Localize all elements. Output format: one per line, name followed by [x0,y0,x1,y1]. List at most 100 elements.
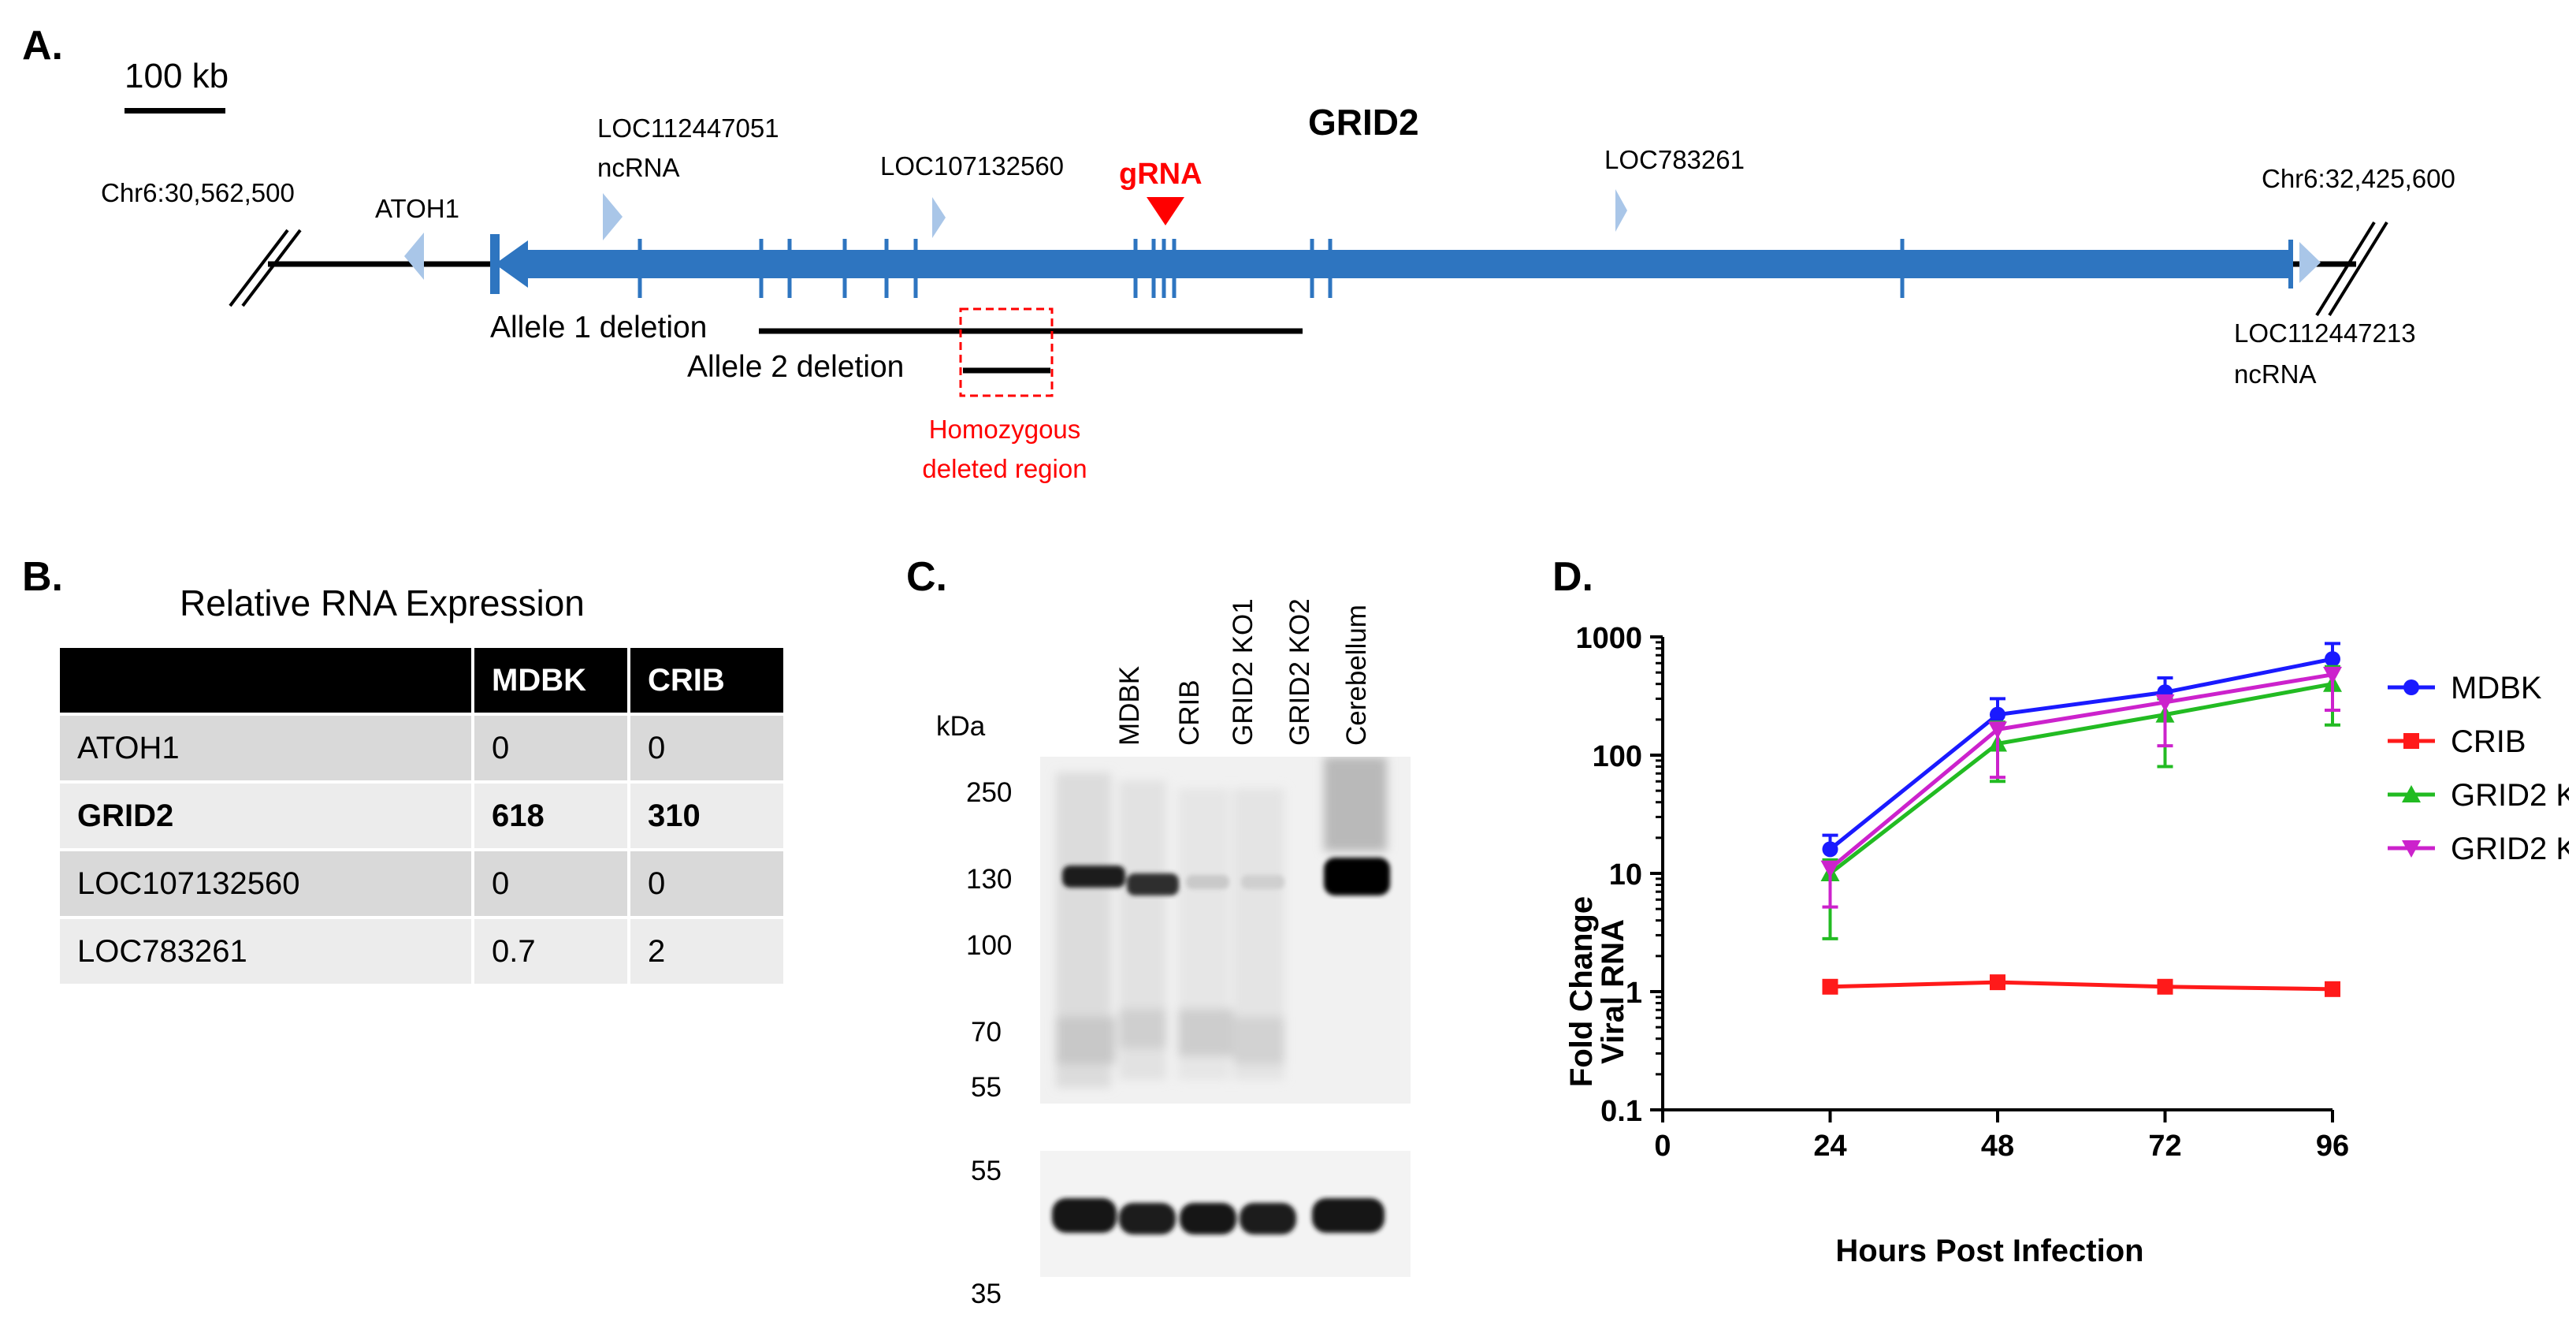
data-point-crib [2325,981,2340,997]
y-tick-label: 10 [1609,858,1642,892]
loading-band-4 [1240,1203,1296,1234]
loc112447051-arrow [603,193,623,240]
x-tick-label: 24 [1813,1130,1846,1163]
table-header-mdbk: MDBK [474,648,627,713]
table-cell: LOC107132560 [60,851,471,916]
grid2-start-bar [490,234,500,294]
allele2-label: Allele 2 deletion [687,350,905,384]
y-tick-label: 1000 [1575,622,1642,655]
scale-bar-label: 100 kb [125,57,229,95]
legend-marker-mdbk [2403,679,2419,695]
loc107132560-label: LOC107132560 [880,151,1065,181]
gene-title: GRID2 [1308,102,1419,143]
homozygous-label-1: Homozygous [928,415,1081,444]
band-ko1-130 [1186,875,1229,889]
loading-band-3 [1180,1203,1236,1234]
grna-marker [1147,197,1184,225]
legend-marker-grid2-ko2 [2402,840,2421,858]
gene-map [229,189,2388,397]
table-cell: 0 [630,716,783,780]
table-cell: 310 [630,784,783,848]
series-line-grid2-ko2 [1828,672,2333,870]
marker-55-bottom: 55 [971,1156,1002,1186]
atoh1-label: ATOH1 [375,194,459,223]
x-tick-label: 72 [2148,1130,2181,1163]
legend-label-grid2-ko1: GRID2 KO1 [2451,778,2569,813]
left-coord-label: Chr6:30,562,500 [101,178,295,207]
kda-label: kDa [936,711,986,742]
atoh1-arrow [404,233,424,280]
y-axis-label-line-1: Fold Change [1564,896,1599,1087]
viral-rna-chart: 0.1 1 10 100 1000 0 24 48 72 96 MDBK CRIB GRID2 KO1… [1564,622,2569,1268]
y-axis-label-line-2: Viral RNA [1596,919,1630,1064]
grid2-end-bar [2288,240,2293,289]
y-tick-label: 100 [1593,740,1642,773]
loc112447213-arrow [2299,242,2321,283]
allele1-label: Allele 1 deletion [490,311,708,344]
data-point-grid2-ko2 [2323,666,2342,684]
band-cerebellum-130 [1324,858,1390,895]
table-header-gene [60,648,471,713]
table-cell: 618 [474,784,627,848]
loading-band-5 [1312,1198,1385,1233]
scale-bar [125,108,225,114]
loc112447051-type: ncRNA [597,153,680,182]
table-cell: 0 [474,716,627,780]
marker-250: 250 [966,777,1013,808]
legend-marker-grid2-ko1 [2402,785,2421,802]
right-coord-label: Chr6:32,425,600 [2262,164,2455,193]
lane-label-ko2: GRID2 KO2 [1284,598,1315,746]
table-cell: 2 [630,919,783,984]
loc112447213-label: LOC112447213 [2234,318,2416,348]
data-point-mdbk [1822,841,1838,858]
right-break-mark [2315,221,2388,317]
legend-marker-crib [2403,733,2419,749]
series-line-grid2-ko1 [1828,682,2333,875]
legend-label-mdbk: MDBK [2451,671,2542,705]
table-header-crib: CRIB [630,648,783,713]
table-cell: 0 [630,851,783,916]
data-point-crib [1990,974,2005,991]
loc783261-arrow [1615,189,1627,232]
table-cell: 0 [474,851,627,916]
marker-130: 130 [966,864,1013,895]
band-crib-130 [1127,873,1179,895]
series-line-mdbk [1828,657,2333,851]
band-ko2-130 [1241,875,1284,889]
marker-55: 55 [971,1072,1002,1103]
loc107132560-arrow [932,197,946,238]
x-tick-label: 48 [1981,1130,2014,1163]
homozygous-label-2: deleted region [922,454,1087,483]
lane-label-ko1: GRID2 KO1 [1228,598,1258,746]
table-cell: LOC783261 [60,919,471,984]
data-point-mdbk [1990,706,2005,723]
data-point-grid2-ko2 [1820,860,1840,878]
data-point-grid2-ko2 [2155,694,2175,712]
data-point-crib [2157,978,2173,995]
table-cell: GRID2 [60,784,471,848]
y-tick-label: 1 [1626,977,1642,1010]
table-row: LOC783261 0.7 2 [60,919,783,984]
table-cell: 0.7 [474,919,627,984]
marker-35-bottom: 35 [971,1279,1002,1309]
expression-table: MDBK CRIB ATOH1 0 0 GRID2 618 310 LOC107… [57,645,786,987]
loading-band-1 [1052,1198,1117,1233]
loc112447051-label: LOC112447051 [597,114,779,143]
panel-c-letter: C. [906,554,947,600]
left-break-mark [229,229,302,307]
panel-a-letter: A. [22,23,63,69]
grid2-arrow-head [495,240,528,288]
lane-label-mdbk: MDBK [1114,665,1145,746]
grna-label: gRNA [1119,158,1203,191]
lane-label-cerebellum: Cerebellum [1341,605,1372,746]
legend-label-crib: CRIB [2451,724,2526,759]
loc783261-label: LOC783261 [1604,145,1745,174]
table-cell: ATOH1 [60,716,471,780]
marker-70: 70 [971,1017,1002,1048]
table-title: Relative RNA Expression [180,583,585,624]
data-point-mdbk [2325,651,2340,668]
table-row: GRID2 618 310 [60,784,783,848]
table-row: ATOH1 0 0 [60,716,783,780]
homozygous-box [959,307,1054,397]
grid2-gene-body [520,250,2293,278]
